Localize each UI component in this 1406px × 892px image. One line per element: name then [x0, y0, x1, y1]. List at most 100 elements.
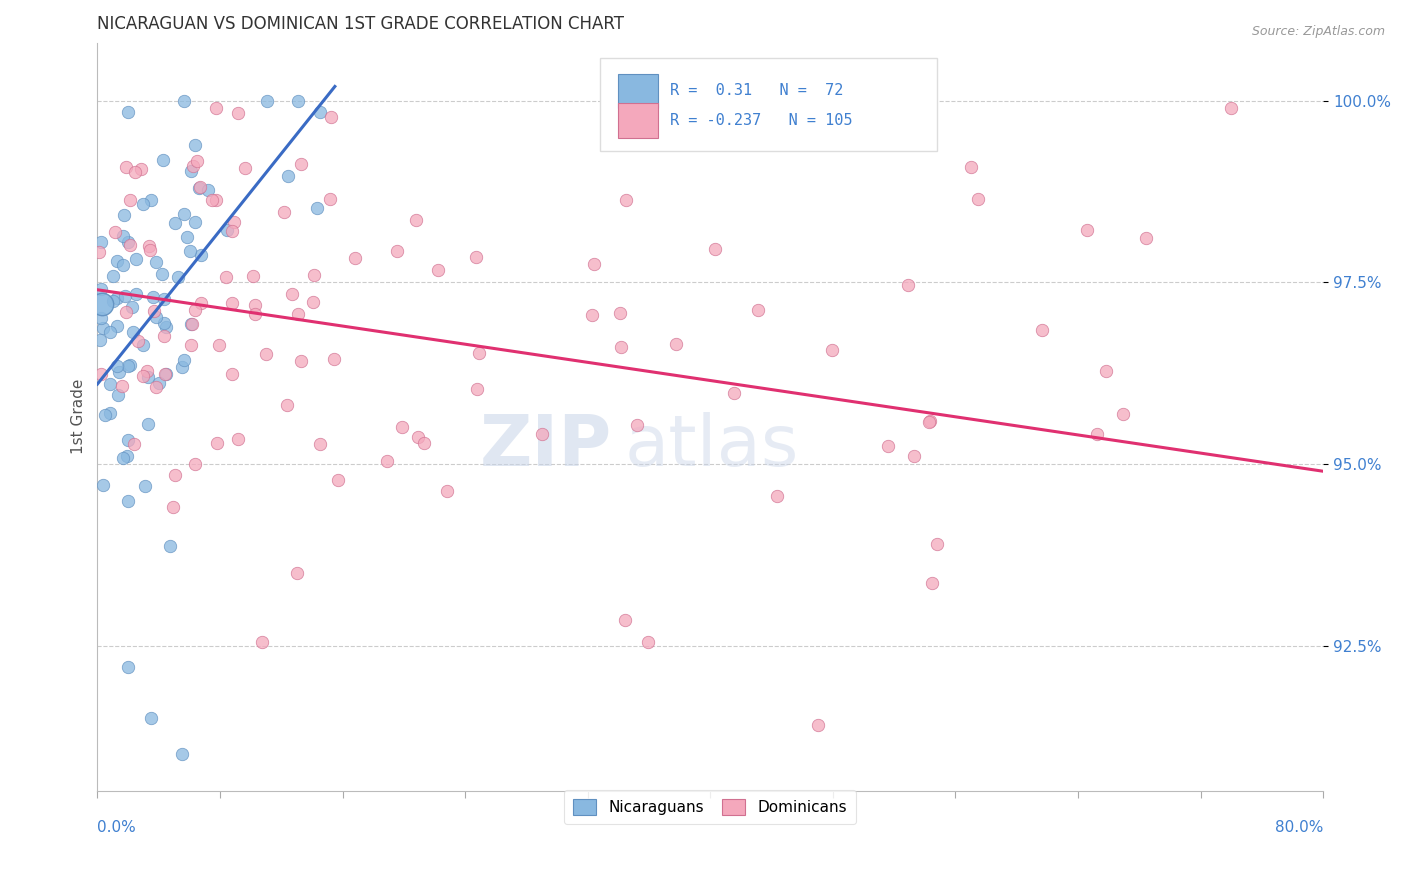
Point: [115, 305, 138, 319]
Point: [117, 434, 139, 448]
Point: [127, 334, 149, 348]
Point: [139, 711, 162, 725]
Point: [136, 364, 159, 378]
Point: [101, 293, 124, 308]
Point: [820, 343, 842, 357]
Point: [139, 194, 162, 208]
Point: [155, 367, 177, 381]
Point: [153, 292, 176, 306]
Point: [187, 180, 209, 194]
Point: [181, 159, 204, 173]
Point: [90, 367, 112, 381]
Point: [180, 164, 202, 178]
Point: [204, 101, 226, 115]
Point: [233, 161, 256, 175]
Point: [91, 477, 114, 491]
Text: 80.0%: 80.0%: [1275, 820, 1323, 835]
Point: [112, 450, 135, 465]
Point: [125, 287, 148, 301]
Point: [165, 216, 187, 230]
Point: [181, 317, 204, 331]
Point: [117, 660, 139, 674]
Text: Source: ZipAtlas.com: Source: ZipAtlas.com: [1251, 25, 1385, 38]
Point: [723, 386, 745, 401]
Point: [205, 436, 228, 450]
Point: [222, 215, 245, 229]
Point: [112, 208, 135, 222]
Point: [179, 244, 201, 259]
Point: [184, 457, 207, 471]
Point: [111, 258, 134, 272]
Text: ZIP: ZIP: [479, 412, 612, 481]
Point: [287, 94, 309, 108]
Point: [105, 359, 128, 373]
Point: [136, 369, 159, 384]
Point: [254, 347, 277, 361]
Point: [1085, 427, 1108, 442]
Point: [145, 255, 167, 269]
FancyBboxPatch shape: [600, 58, 938, 152]
Point: [142, 290, 165, 304]
Point: [105, 253, 128, 268]
Point: [1220, 101, 1243, 115]
Point: [165, 468, 187, 483]
Point: [1112, 407, 1135, 421]
Point: [319, 110, 342, 124]
Point: [190, 180, 212, 194]
Point: [170, 747, 193, 762]
Point: [273, 205, 295, 219]
Point: [1094, 364, 1116, 378]
Point: [703, 243, 725, 257]
Point: [136, 417, 159, 431]
Point: [436, 484, 458, 499]
Point: [132, 197, 155, 211]
Point: [467, 346, 489, 360]
Legend: Nicaraguans, Dominicans: Nicaraguans, Dominicans: [564, 790, 856, 824]
Point: [105, 291, 128, 305]
Point: [876, 439, 898, 453]
Point: [124, 165, 146, 179]
Point: [152, 329, 174, 343]
Point: [226, 106, 249, 120]
Point: [114, 289, 136, 303]
Point: [256, 94, 278, 108]
Point: [91, 320, 114, 334]
Point: [184, 215, 207, 229]
Point: [1135, 231, 1157, 245]
Point: [276, 398, 298, 412]
Point: [1031, 323, 1053, 337]
Point: [122, 437, 145, 451]
Y-axis label: 1st Grade: 1st Grade: [72, 379, 86, 455]
Text: R = -0.237   N = 105: R = -0.237 N = 105: [669, 113, 852, 128]
Point: [117, 359, 139, 374]
Point: [120, 193, 142, 207]
Point: [304, 268, 326, 282]
Point: [1076, 223, 1098, 237]
Point: [152, 153, 174, 168]
Point: [806, 718, 828, 732]
Point: [197, 183, 219, 197]
Point: [186, 153, 208, 168]
Point: [118, 238, 141, 252]
Point: [131, 368, 153, 383]
Point: [280, 286, 302, 301]
Point: [90, 282, 112, 296]
Point: [226, 432, 249, 446]
Point: [125, 252, 148, 267]
Point: [121, 300, 143, 314]
Point: [530, 427, 553, 442]
Point: [406, 430, 429, 444]
Point: [290, 157, 312, 171]
Point: [343, 251, 366, 265]
Point: [465, 251, 488, 265]
Point: [665, 337, 688, 351]
Point: [277, 169, 299, 183]
Point: [214, 270, 236, 285]
Point: [87, 245, 110, 260]
Point: [115, 160, 138, 174]
FancyBboxPatch shape: [619, 73, 658, 108]
Point: [758, 99, 780, 113]
Point: [243, 307, 266, 321]
Point: [217, 223, 239, 237]
Point: [180, 337, 202, 351]
